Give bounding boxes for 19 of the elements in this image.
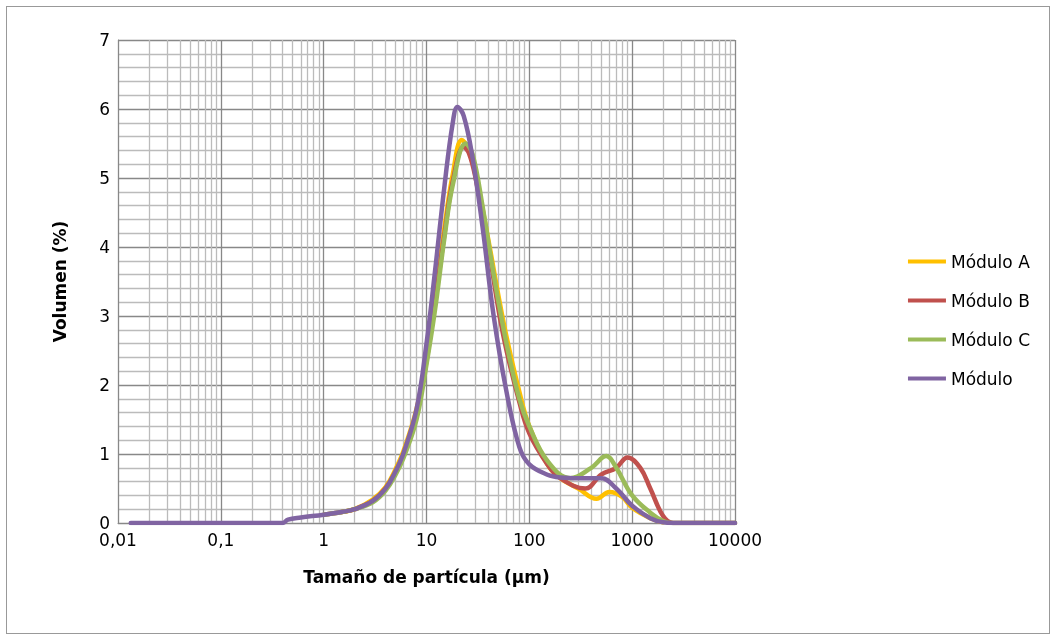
legend-label: Módulo A: [950, 251, 1031, 272]
legend-label: Módulo: [950, 368, 1013, 389]
y-tick-label: 2: [99, 375, 110, 395]
y-tick-label: 5: [99, 168, 110, 188]
x-tick-label: 10: [415, 529, 438, 550]
legend-label: Módulo B: [950, 290, 1030, 311]
x-tick-label: 0,1: [207, 529, 235, 550]
x-tick-label: 10000: [707, 529, 763, 550]
x-axis-title: Tamaño de partícula (µm): [303, 566, 550, 587]
y-tick-label: 7: [99, 30, 110, 50]
y-tick-label: 1: [99, 444, 110, 464]
y-axis-title: Volumen (%): [49, 220, 70, 343]
y-tick-label: 3: [99, 306, 110, 326]
x-tick-label: 1: [318, 529, 330, 550]
legend-label: Módulo C: [950, 329, 1031, 350]
x-tick-label: 100: [513, 529, 546, 550]
y-tick-label: 6: [99, 99, 110, 119]
x-tick-label: 1000: [610, 529, 654, 550]
y-tick-label: 4: [99, 237, 110, 257]
